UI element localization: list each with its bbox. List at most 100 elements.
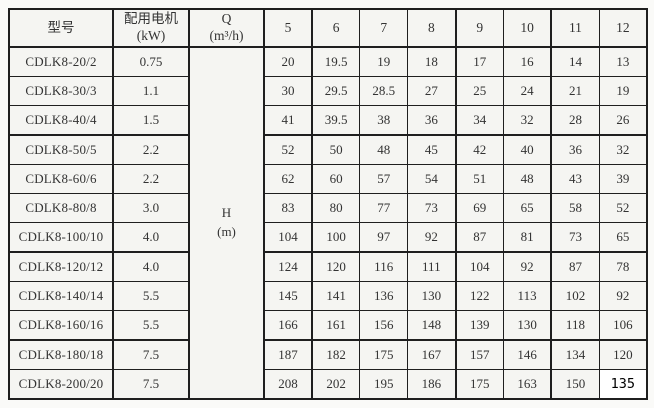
head-value-cell: 166 bbox=[263, 309, 313, 341]
head-value-cell: 106 bbox=[598, 309, 648, 341]
motor-power-cell: 3.0 bbox=[112, 192, 190, 223]
head-value-cell: 77 bbox=[359, 192, 409, 223]
motor-power-cell: 5.5 bbox=[112, 309, 190, 341]
head-value-cell: 182 bbox=[310, 339, 361, 370]
head-value-cell: 122 bbox=[454, 280, 504, 311]
head-value-cell: 28 bbox=[550, 104, 600, 136]
head-value-cell: 141 bbox=[310, 280, 361, 311]
head-value-cell: 157 bbox=[454, 339, 504, 370]
col-header-flow-unit: (m³/h) bbox=[209, 28, 244, 43]
head-value-cell: 28.5 bbox=[359, 76, 409, 106]
motor-power-cell: 1.1 bbox=[112, 76, 190, 106]
head-value-cell: 148 bbox=[407, 309, 456, 341]
pump-spec-table: 型号 配用电机 (kW) Q (m³/h) 5 6 7 8 9 10 11 12 CDLK8-… bbox=[8, 8, 648, 400]
col-header-flow-value: 12 bbox=[598, 8, 648, 48]
head-value-cell: 146 bbox=[502, 339, 552, 370]
head-value-cell: 45 bbox=[407, 134, 456, 166]
head-value-cell: 43 bbox=[550, 164, 600, 194]
head-value-cell: 78 bbox=[598, 251, 648, 282]
table-row: CDLK8-20/2 0.75 H (m) 20 19.5 19 18 17 16 14 13 bbox=[8, 46, 648, 400]
head-value-cell: 65 bbox=[502, 192, 552, 223]
table-row: CDLK8-50/5 2.2 52 50 48 45 42 40 36 32 bbox=[8, 134, 648, 166]
col-header-motor: 配用电机 (kW) bbox=[112, 8, 190, 48]
header-row: 型号 配用电机 (kW) Q (m³/h) 5 6 7 8 9 10 11 12 bbox=[8, 8, 648, 48]
head-value-cell: 97 bbox=[359, 221, 409, 253]
table-row: CDLK8-40/4 1.5 41 39.5 38 36 34 32 28 26 bbox=[8, 104, 648, 136]
table-row: CDLK8-160/16 5.5 166 161 156 148 139 130 118 106 bbox=[8, 309, 648, 341]
head-value-cell: 195 bbox=[359, 368, 409, 400]
head-value-cell: 60 bbox=[310, 164, 361, 194]
head-value-cell: 139 bbox=[454, 309, 504, 341]
motor-power-cell: 2.2 bbox=[112, 164, 190, 194]
head-value-cell: 130 bbox=[407, 280, 456, 311]
head-value-cell: 26 bbox=[598, 104, 648, 136]
head-value-cell: 19 bbox=[359, 46, 409, 78]
model-cell: CDLK8-160/16 bbox=[8, 309, 114, 341]
head-value-cell: 25 bbox=[454, 76, 504, 106]
motor-power-cell: 0.75 bbox=[112, 46, 190, 78]
model-cell: CDLK8-140/14 bbox=[8, 280, 114, 311]
col-header-motor-name: 配用电机 bbox=[124, 11, 178, 27]
table-row: CDLK8-80/8 3.0 83 80 77 73 69 65 58 52 bbox=[8, 192, 648, 223]
head-value-cell: 120 bbox=[598, 339, 648, 370]
table-body: CDLK8-20/2 0.75 H (m) 20 19.5 19 18 17 16 14 13 CDLK… bbox=[8, 46, 648, 400]
head-value-cell: 87 bbox=[454, 221, 504, 253]
model-cell: CDLK8-50/5 bbox=[8, 134, 114, 166]
head-value-cell: 134 bbox=[550, 339, 600, 370]
model-cell: CDLK8-60/6 bbox=[8, 164, 114, 194]
head-value-cell: 163 bbox=[502, 368, 552, 400]
head-value-cell: 57 bbox=[359, 164, 409, 194]
head-value-cell: 29.5 bbox=[310, 76, 361, 106]
head-value-cell: 19 bbox=[598, 76, 648, 106]
col-header-model: 型号 bbox=[8, 8, 114, 48]
head-value-cell: 48 bbox=[359, 134, 409, 166]
head-value-cell: 186 bbox=[407, 368, 456, 400]
col-header-flow-value: 5 bbox=[263, 8, 313, 48]
head-value-cell: 17 bbox=[454, 46, 504, 78]
head-value-cell: 30 bbox=[263, 76, 313, 106]
head-value-cell: 202 bbox=[310, 368, 361, 400]
head-value-cell: 130 bbox=[502, 309, 552, 341]
table-row: CDLK8-60/6 2.2 62 60 57 54 51 48 43 39 bbox=[8, 164, 648, 194]
table-row: CDLK8-140/14 5.5 145 141 136 130 122 113 102 92 bbox=[8, 280, 648, 311]
head-value-cell: 62 bbox=[263, 164, 313, 194]
col-header-flow-symbol: Q bbox=[221, 11, 232, 27]
model-cell: CDLK8-100/10 bbox=[8, 221, 114, 253]
head-value-cell: 51 bbox=[454, 164, 504, 194]
table-row: CDLK8-30/3 1.1 30 29.5 28.5 27 25 24 21 19 bbox=[8, 76, 648, 106]
table-header: 型号 配用电机 (kW) Q (m³/h) 5 6 7 8 9 10 11 12 bbox=[8, 8, 648, 48]
head-value-cell: 150 bbox=[550, 368, 600, 400]
head-value-cell: 92 bbox=[407, 221, 456, 253]
head-value-cell: 92 bbox=[598, 280, 648, 311]
head-value-cell: 54 bbox=[407, 164, 456, 194]
model-cell: CDLK8-40/4 bbox=[8, 104, 114, 136]
table-row: CDLK8-180/18 7.5 187 182 175 167 157 146 134 120 bbox=[8, 339, 648, 370]
table-row: CDLK8-120/12 4.0 124 120 116 111 104 92 87 78 bbox=[8, 251, 648, 282]
head-value-cell: 136 bbox=[359, 280, 409, 311]
head-value-cell: 40 bbox=[502, 134, 552, 166]
col-header-flow-value: 10 bbox=[502, 8, 552, 48]
head-value-cell: 208 bbox=[263, 368, 313, 400]
head-value-cell: 32 bbox=[502, 104, 552, 136]
head-value-cell: 21 bbox=[550, 76, 600, 106]
motor-power-cell: 1.5 bbox=[112, 104, 190, 136]
head-value-cell: 73 bbox=[407, 192, 456, 223]
head-value-cell: 87 bbox=[550, 251, 600, 282]
head-value-cell: 135 bbox=[598, 368, 648, 400]
head-value-cell: 19.5 bbox=[310, 46, 361, 78]
head-value-cell: 81 bbox=[502, 221, 552, 253]
head-value-cell: 39.5 bbox=[310, 104, 361, 136]
head-value-cell: 187 bbox=[263, 339, 313, 370]
motor-power-cell: 7.5 bbox=[112, 368, 190, 400]
head-value-cell: 27 bbox=[407, 76, 456, 106]
head-value-cell: 52 bbox=[263, 134, 313, 166]
head-value-cell: 34 bbox=[454, 104, 504, 136]
col-header-flow-value: 11 bbox=[550, 8, 600, 48]
col-header-flow: Q (m³/h) bbox=[188, 8, 265, 48]
model-cell: CDLK8-30/3 bbox=[8, 76, 114, 106]
head-value-cell: 38 bbox=[359, 104, 409, 136]
table-row: CDLK8-200/20 7.5 208 202 195 186 175 163 150 135 bbox=[8, 368, 648, 400]
col-header-flow-value: 7 bbox=[359, 8, 409, 48]
motor-power-cell: 2.2 bbox=[112, 134, 190, 166]
head-value-cell: 50 bbox=[310, 134, 361, 166]
